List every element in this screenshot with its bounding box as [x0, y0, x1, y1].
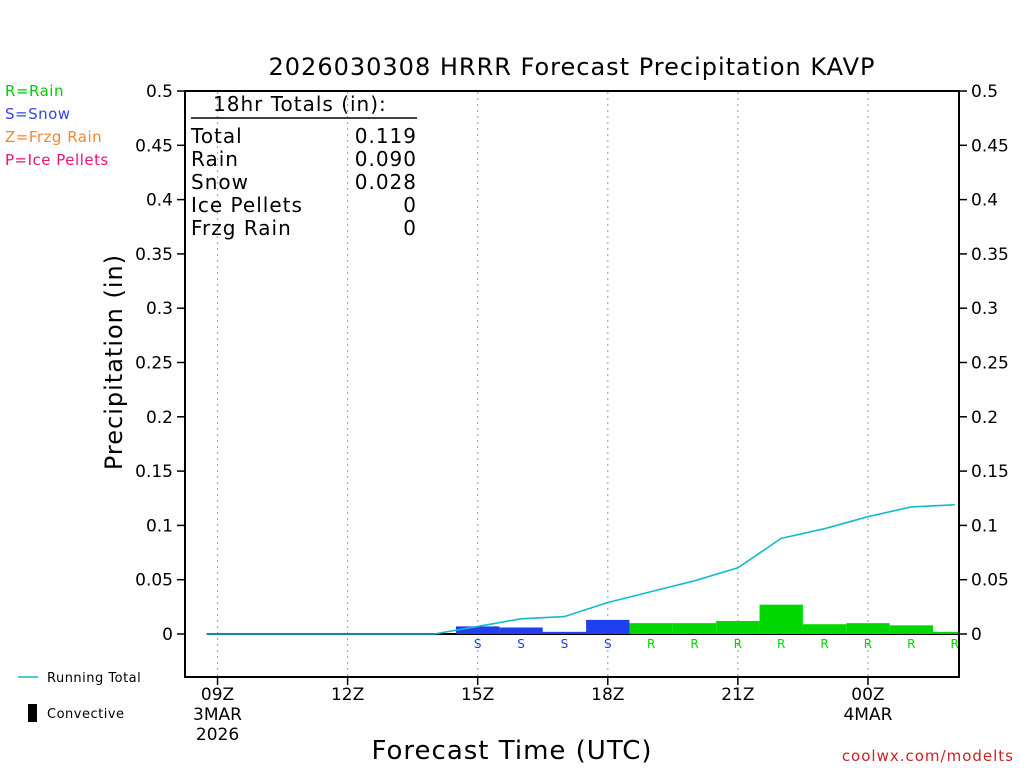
bar-1 — [499, 627, 543, 634]
series-legend: Running Total Convective — [18, 671, 141, 722]
y-tick-label-right-3: 0.15 — [971, 462, 1009, 482]
y-axis-left: 0 0.05 0.1 0.15 0.2 0.25 0.3 0.35 0.4 0.45 0.5 — [135, 82, 185, 645]
bar-0 — [456, 626, 500, 634]
y-tick-label-left-5: 0.25 — [135, 354, 173, 374]
totals-row-label-0: Total — [190, 124, 243, 148]
totals-row-value-3: 0 — [403, 193, 417, 217]
y-tick-label-right-2: 0.1 — [971, 516, 998, 536]
credit-text: coolwx.com/modelts — [842, 747, 1014, 765]
y-tick-label-right-10: 0.5 — [971, 82, 998, 102]
bar-6 — [716, 620, 760, 634]
totals-row-value-1: 0.090 — [355, 147, 417, 171]
bar-5 — [672, 623, 717, 634]
ptype-legend-item-1: S=Snow — [5, 105, 71, 123]
x-tick-label-2: 15Z — [461, 685, 494, 705]
plot-frame — [184, 90, 960, 678]
bar-11 — [932, 631, 959, 634]
x-tick-year-0: 2026 — [196, 725, 239, 745]
y-tick-label-left-4: 0.2 — [146, 408, 173, 428]
running-total-series — [206, 504, 955, 635]
ptype-label-9: R — [864, 637, 872, 651]
x-tick-date-0: 3MAR — [193, 705, 242, 725]
y-tick-label-left-3: 0.15 — [135, 462, 173, 482]
bar-3 — [586, 619, 630, 634]
bar-9 — [846, 623, 890, 634]
y-tick-label-right-1: 0.05 — [971, 571, 1009, 591]
x-tick-label-5: 00Z — [851, 685, 884, 705]
legend-label-0: Running Total — [47, 671, 141, 686]
running-total-line — [206, 504, 955, 635]
totals-row-value-2: 0.028 — [355, 170, 417, 194]
y-tick-label-left-0: 0 — [162, 625, 173, 645]
ptype-label-10: R — [907, 637, 915, 651]
totals-box: 18hr Totals (in): Total 0.119 Rain 0.090 Snow… — [190, 92, 417, 240]
bar-10 — [889, 625, 933, 634]
x-axis-label: Forecast Time (UTC) — [371, 736, 652, 766]
ptype-label-1: S — [517, 637, 525, 651]
y-axis-label: Precipitation (in) — [100, 254, 128, 470]
y-tick-label-right-6: 0.3 — [971, 299, 998, 319]
ptype-label-6: R — [734, 637, 742, 651]
totals-header: 18hr Totals (in): — [213, 92, 387, 116]
bar-4 — [629, 623, 673, 634]
y-tick-label-right-8: 0.4 — [971, 191, 998, 211]
x-tick-label-4: 21Z — [721, 685, 754, 705]
y-tick-label-left-2: 0.1 — [146, 516, 173, 536]
legend-label-1: Convective — [47, 707, 125, 722]
y-tick-label-right-5: 0.25 — [971, 354, 1009, 374]
ptype-label-8: R — [820, 637, 828, 651]
ptype-label-5: R — [690, 637, 698, 651]
x-tick-date-5: 4MAR — [843, 705, 892, 725]
legend-swatch-1 — [28, 704, 37, 722]
totals-row-label-4: Frzg Rain — [191, 216, 292, 240]
y-tick-label-right-9: 0.45 — [971, 136, 1009, 156]
y-axis-right: 0 0.05 0.1 0.15 0.2 0.25 0.3 0.35 0.4 0.45 0.5 — [959, 82, 1009, 645]
y-tick-label-right-7: 0.35 — [971, 245, 1009, 265]
ptype-legend-item-2: Z=Frzg Rain — [5, 128, 102, 146]
ptype-label-4: R — [647, 637, 655, 651]
ptype-label-0: S — [474, 637, 482, 651]
y-tick-label-left-8: 0.4 — [146, 191, 173, 211]
y-tick-label-left-10: 0.5 — [146, 82, 173, 102]
grid-lines — [206, 92, 959, 676]
bar-7 — [759, 604, 803, 634]
x-tick-label-0: 09Z — [201, 685, 234, 705]
y-tick-label-left-1: 0.05 — [135, 571, 173, 591]
x-tick-label-1: 12Z — [331, 685, 364, 705]
ptype-legend-item-0: R=Rain — [5, 82, 64, 100]
totals-row-value-0: 0.119 — [355, 124, 417, 148]
ptype-legend-item-3: P=Ice Pellets — [5, 151, 109, 169]
ptype-label-3: S — [604, 637, 612, 651]
y-tick-label-right-0: 0 — [971, 625, 982, 645]
ptype-label-11: R — [950, 637, 958, 651]
totals-row-label-3: Ice Pellets — [191, 193, 303, 217]
precip-type-legend: R=Rain S=Snow Z=Frzg Rain P=Ice Pellets — [5, 82, 109, 169]
y-tick-label-left-9: 0.45 — [135, 136, 173, 156]
bar-2 — [542, 631, 587, 634]
chart-title: 2026030308 HRRR Forecast Precipitation K… — [269, 53, 876, 81]
y-tick-label-left-7: 0.35 — [135, 245, 173, 265]
x-tick-label-3: 18Z — [591, 685, 624, 705]
bars — [456, 604, 959, 634]
totals-row-label-2: Snow — [191, 170, 249, 194]
totals-row-label-1: Rain — [191, 147, 239, 171]
ptype-label-2: S — [561, 637, 569, 651]
ptype-label-7: R — [777, 637, 785, 651]
y-tick-label-right-4: 0.2 — [971, 408, 998, 428]
totals-row-value-4: 0 — [403, 216, 417, 240]
bar-8 — [802, 624, 847, 634]
y-tick-label-left-6: 0.3 — [146, 299, 173, 319]
